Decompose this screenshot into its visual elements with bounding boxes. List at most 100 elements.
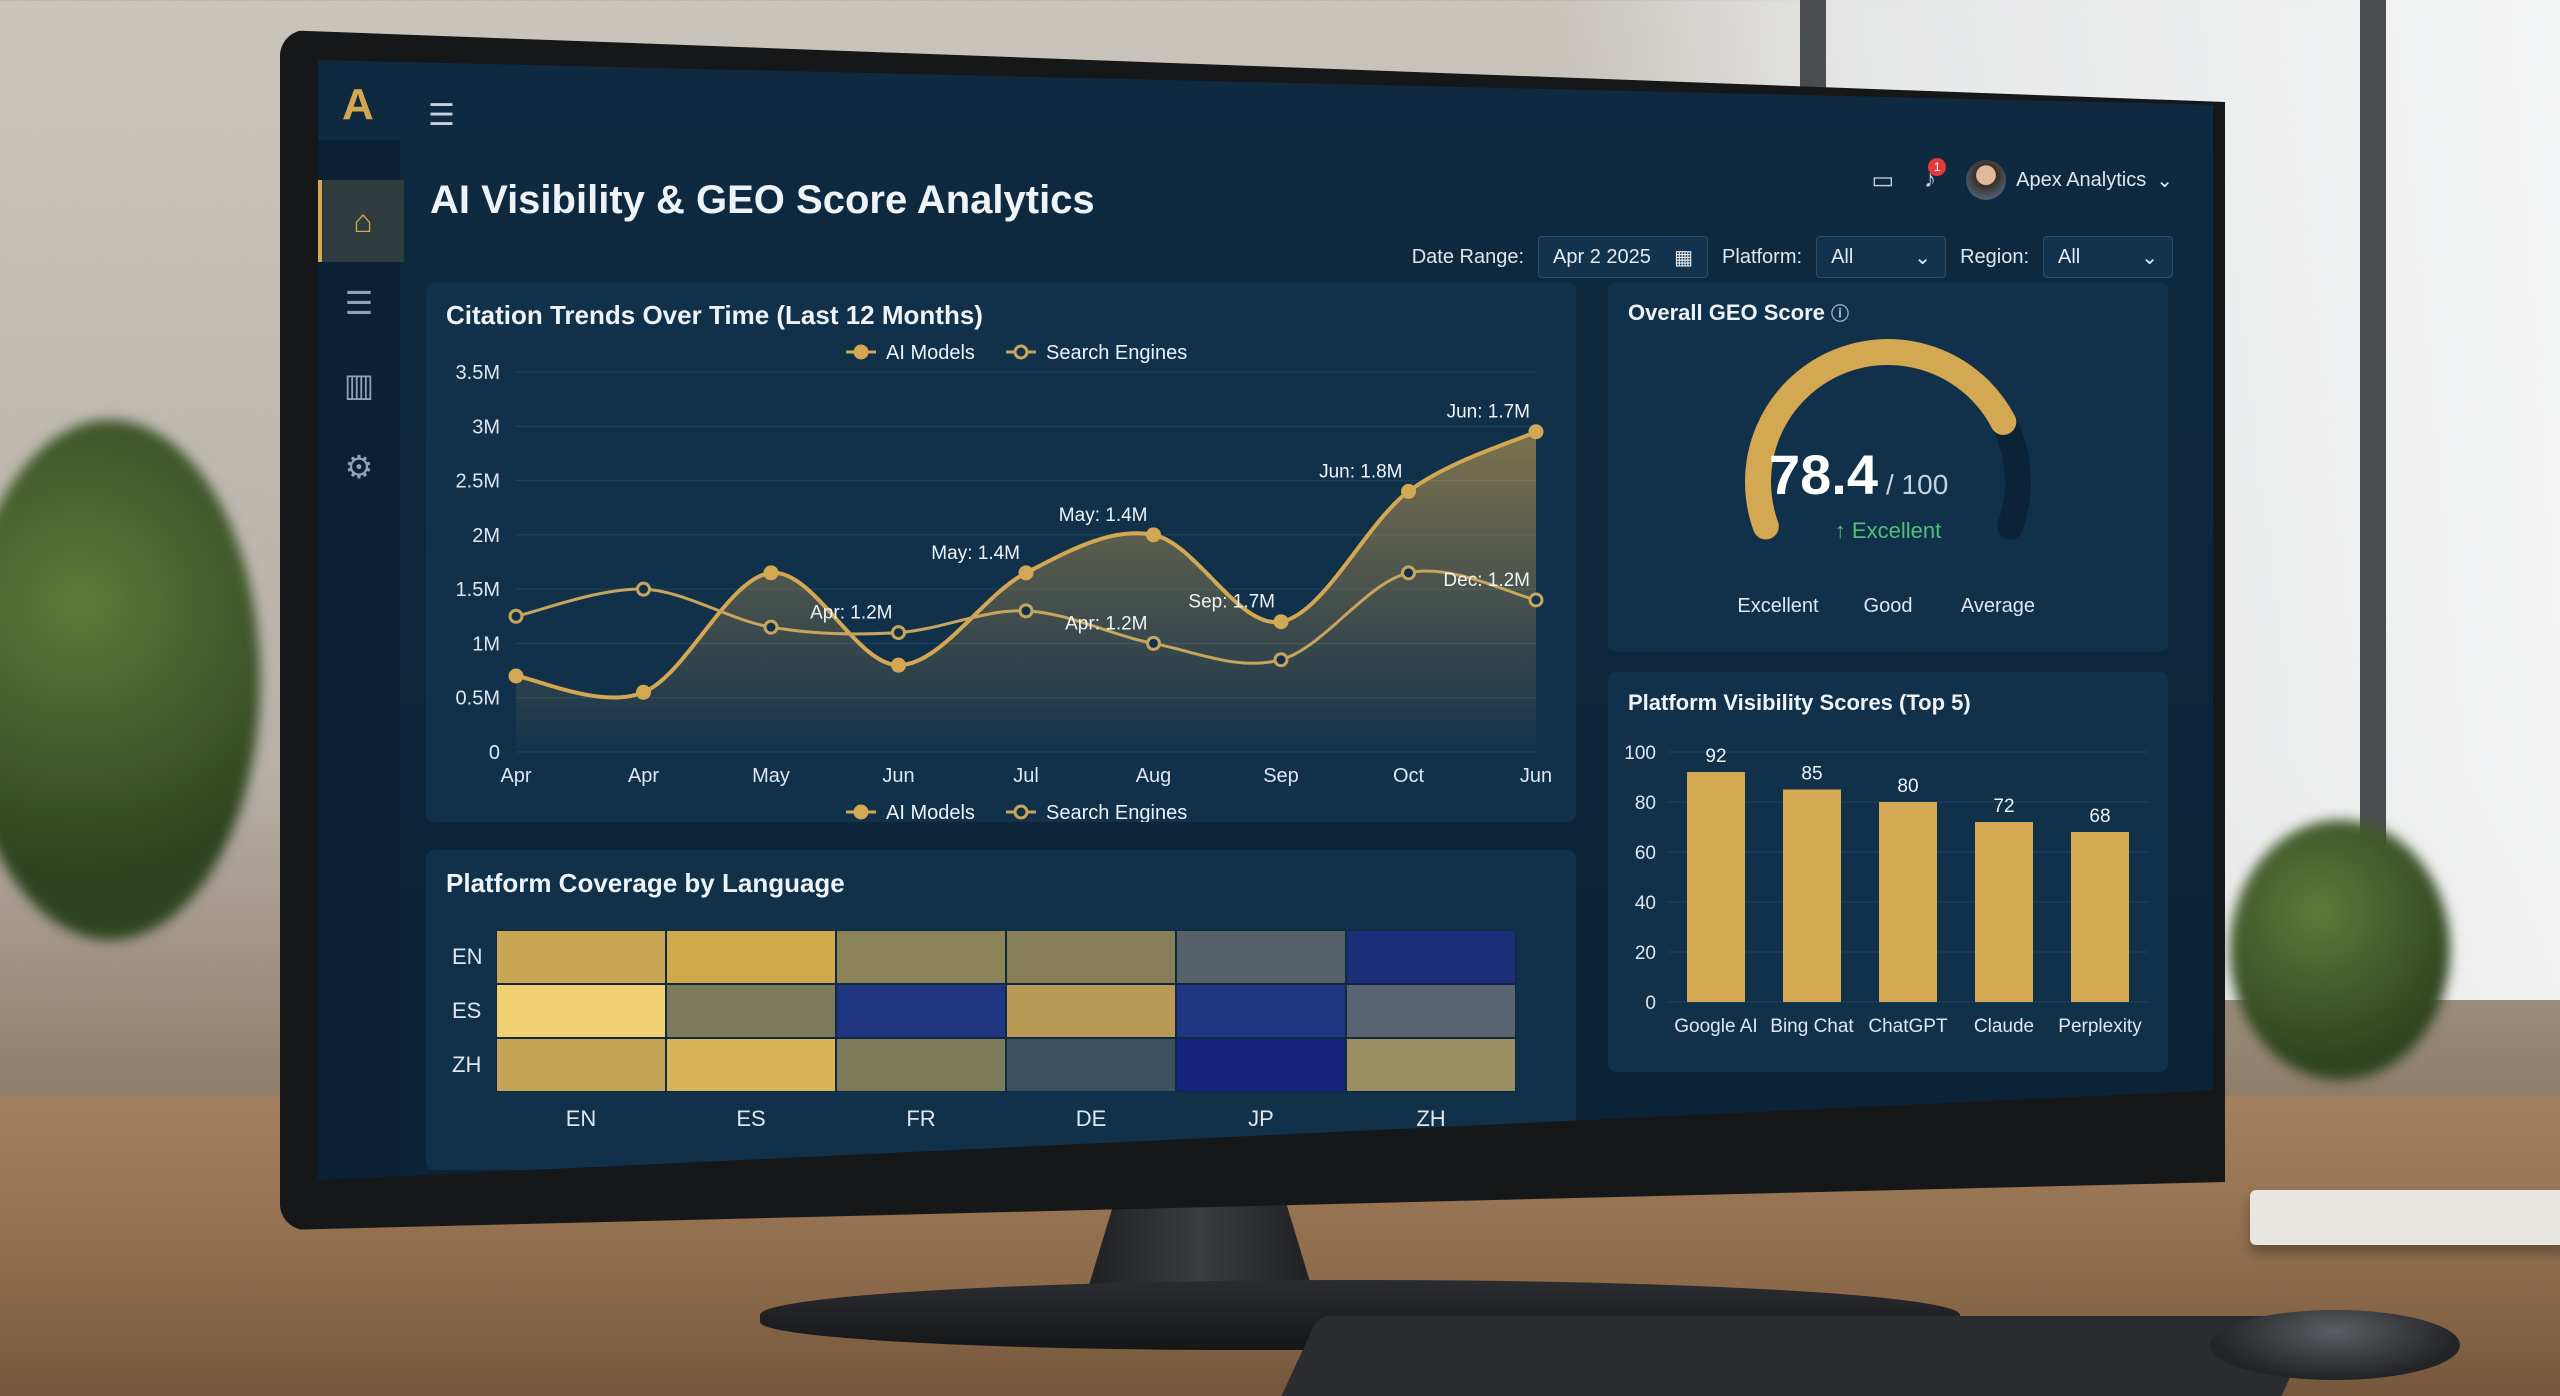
x-tick-label: Apr bbox=[500, 765, 531, 787]
mouse bbox=[2210, 1310, 2460, 1380]
x-tick-label: Oct bbox=[1393, 765, 1425, 787]
heatmap-row-label: ZH bbox=[452, 1052, 482, 1077]
header-actions: ▭ ♪ 1 Apex Analytics ⌄ bbox=[1871, 158, 2173, 200]
heatmap-col-label: FR bbox=[906, 1106, 936, 1131]
y-tick-label: 20 bbox=[1635, 943, 1656, 964]
search-engines-point bbox=[1018, 603, 1034, 619]
platform-value: All bbox=[1831, 245, 1854, 268]
x-tick-label: Jun bbox=[882, 765, 914, 787]
chevron-down-icon: ⌄ bbox=[2141, 246, 2158, 269]
heatmap-cell[interactable] bbox=[666, 984, 836, 1038]
sidebar-item-reports[interactable]: ▥ bbox=[318, 344, 400, 426]
gauge-status: ↑ Excellent bbox=[1835, 518, 1941, 543]
bar-value-label: 85 bbox=[1801, 764, 1822, 785]
heatmap-cell[interactable] bbox=[666, 1038, 836, 1092]
y-tick-label: 1M bbox=[472, 633, 500, 655]
heatmap-cell[interactable] bbox=[836, 930, 1006, 984]
search-engines-point bbox=[1273, 652, 1289, 668]
date-range-picker[interactable]: Apr 2 2025 ▦ bbox=[1538, 236, 1709, 278]
heatmap-cell[interactable] bbox=[1346, 984, 1516, 1038]
legend-marker bbox=[1013, 804, 1029, 820]
bar-chart: 0 20 40 60 80 100 92 Google AI 85 Bing Chat 80 Chat… bbox=[1624, 743, 2148, 1037]
sidebar-item-settings[interactable]: ⚙ bbox=[318, 426, 400, 508]
platform-visibility-card: Platform Visibility Scores (Top 5) 0 20 40… bbox=[1608, 672, 2168, 1072]
bar-chart-icon: ▥ bbox=[343, 367, 375, 403]
x-tick-label: Sep bbox=[1263, 765, 1299, 787]
y-tick-label: 40 bbox=[1635, 893, 1656, 914]
platform-select[interactable]: All ⌄ bbox=[1816, 236, 1947, 278]
y-tick-label: 80 bbox=[1635, 793, 1656, 814]
gauge-scale-label: Good bbox=[1864, 595, 1913, 617]
heatmap-cell[interactable] bbox=[496, 984, 666, 1038]
legend-marker bbox=[853, 344, 869, 360]
heatmap-cell[interactable] bbox=[1346, 930, 1516, 984]
gauge-fill bbox=[1745, 339, 2017, 540]
heatmap-cell[interactable] bbox=[1176, 984, 1346, 1038]
ai-models-point bbox=[1528, 424, 1544, 440]
account-menu[interactable]: Apex Analytics ⌄ bbox=[1966, 160, 2173, 200]
x-tick-label: Aug bbox=[1136, 765, 1172, 787]
bar bbox=[1687, 772, 1745, 1002]
legend-label: Search Engines bbox=[1046, 802, 1187, 822]
bell-icon[interactable]: ♪ 1 bbox=[1924, 158, 1947, 194]
heatmap-cell[interactable] bbox=[1346, 1038, 1516, 1092]
heatmap-cell[interactable] bbox=[836, 984, 1006, 1038]
ai-models-point bbox=[1146, 527, 1161, 543]
x-tick-label: Bing Chat bbox=[1770, 1016, 1854, 1037]
heatmap-cell[interactable] bbox=[1006, 1038, 1176, 1092]
search-engines-point bbox=[636, 581, 651, 597]
gauge-title-text: Overall GEO Score bbox=[1628, 300, 1825, 325]
x-tick-label: Jul bbox=[1013, 765, 1039, 787]
ai-models-point bbox=[1018, 565, 1034, 581]
score-gauge: 78.4 / 100 ↑ Excellent Excellent Good Average bbox=[1737, 339, 2035, 617]
heatmap-cell[interactable] bbox=[496, 1038, 666, 1092]
sidebar-item-list[interactable]: ☰ bbox=[318, 262, 400, 344]
bar-value-label: 72 bbox=[1993, 796, 2014, 817]
region-value: All bbox=[2058, 245, 2081, 268]
bar-value-label: 92 bbox=[1705, 746, 1726, 767]
heatmap-title: Platform Coverage by Language bbox=[446, 868, 845, 898]
heatmap-cell[interactable] bbox=[1006, 984, 1176, 1038]
ai-models-point bbox=[891, 657, 906, 673]
heatmap-cell[interactable] bbox=[1176, 930, 1346, 984]
heatmap-cell[interactable] bbox=[666, 930, 836, 984]
y-tick-label: 0 bbox=[1645, 993, 1656, 1014]
chevron-down-icon: ⌄ bbox=[1914, 246, 1932, 269]
calendar-icon: ▦ bbox=[1674, 246, 1694, 269]
sidebar-item-home[interactable]: ⌂ bbox=[318, 180, 404, 262]
search-engines-point bbox=[1146, 635, 1161, 651]
bar bbox=[2071, 832, 2129, 1002]
heatmap-col-label: ZH bbox=[1416, 1106, 1446, 1131]
help-icon[interactable]: ⓘ bbox=[1831, 304, 1849, 324]
gear-icon: ⚙ bbox=[344, 449, 374, 485]
date-range-value: Apr 2 2025 bbox=[1553, 245, 1651, 268]
citation-trends-card: Citation Trends Over Time (Last 12 Month… bbox=[426, 282, 1576, 822]
y-tick-label: 3.5M bbox=[456, 362, 500, 384]
x-tick-label: Jun bbox=[1520, 765, 1552, 787]
y-tick-label: 0.5M bbox=[456, 688, 500, 710]
data-label: Dec: 1.2M bbox=[1443, 570, 1530, 591]
y-tick-label: 2.5M bbox=[456, 471, 500, 493]
y-tick-label: 2M bbox=[472, 525, 500, 547]
data-label: May: 1.4M bbox=[1059, 505, 1148, 526]
heatmap-col-label: JP bbox=[1248, 1106, 1274, 1131]
data-label: Jun: 1.7M bbox=[1447, 402, 1530, 423]
chat-icon[interactable]: ▭ bbox=[1871, 166, 1895, 194]
home-icon: ⌂ bbox=[353, 202, 373, 239]
x-tick-label: Claude bbox=[1974, 1016, 2034, 1037]
plant bbox=[2230, 820, 2450, 1080]
heatmap-cell[interactable] bbox=[836, 1038, 1006, 1092]
app-logo[interactable]: A bbox=[342, 80, 374, 129]
avatar bbox=[1966, 160, 2007, 200]
plant bbox=[0, 420, 260, 940]
account-name: Apex Analytics bbox=[2016, 168, 2147, 191]
bar bbox=[1879, 802, 1937, 1002]
search-engines-point bbox=[763, 619, 779, 635]
heatmap-cell[interactable] bbox=[1176, 1038, 1346, 1092]
heatmap-cell[interactable] bbox=[1006, 930, 1176, 984]
y-tick-label: 60 bbox=[1635, 843, 1656, 864]
heatmap-cell[interactable] bbox=[496, 930, 666, 984]
menu-icon[interactable]: ☰ bbox=[428, 99, 455, 132]
region-select[interactable]: All ⌄ bbox=[2043, 236, 2173, 278]
x-tick-label: ChatGPT bbox=[1868, 1016, 1948, 1037]
